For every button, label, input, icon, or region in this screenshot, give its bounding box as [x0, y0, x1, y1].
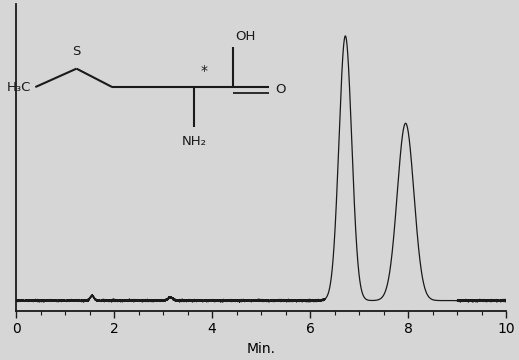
X-axis label: Min.: Min. [247, 342, 276, 356]
